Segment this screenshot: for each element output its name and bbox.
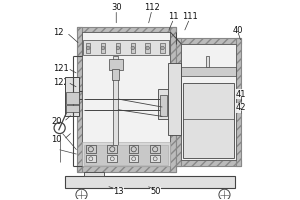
- Bar: [76, 27, 176, 32]
- Bar: [170, 27, 176, 171]
- Circle shape: [146, 46, 149, 50]
- Bar: [76, 27, 82, 171]
- Circle shape: [101, 46, 105, 50]
- Bar: [76, 166, 176, 171]
- Text: 30: 30: [111, 3, 122, 12]
- Bar: [129, 145, 139, 153]
- Bar: [150, 155, 160, 162]
- Bar: [160, 43, 165, 53]
- Bar: [236, 38, 242, 166]
- Circle shape: [116, 46, 120, 50]
- Bar: [176, 38, 242, 44]
- Text: 20: 20: [51, 117, 62, 126]
- Bar: [83, 40, 169, 55]
- Bar: [112, 69, 119, 80]
- Bar: [107, 145, 117, 153]
- Bar: [66, 92, 79, 104]
- Text: 122: 122: [53, 78, 68, 87]
- Bar: [82, 142, 170, 166]
- Bar: [101, 43, 105, 53]
- Bar: [168, 63, 181, 135]
- Text: 42: 42: [236, 103, 247, 112]
- Text: 41: 41: [236, 90, 247, 99]
- Text: 10: 10: [51, 135, 62, 144]
- Bar: [85, 171, 104, 176]
- Bar: [116, 43, 120, 53]
- Text: 121: 121: [53, 64, 68, 73]
- Bar: [176, 38, 182, 166]
- Bar: [86, 155, 96, 162]
- Circle shape: [161, 46, 164, 50]
- Bar: [66, 105, 79, 112]
- Bar: [158, 89, 169, 119]
- Bar: [107, 155, 117, 162]
- Bar: [64, 77, 80, 116]
- Bar: [182, 44, 236, 160]
- Bar: [146, 43, 150, 53]
- Bar: [64, 176, 236, 188]
- Text: 11: 11: [169, 12, 179, 21]
- Bar: [109, 59, 122, 70]
- Circle shape: [131, 46, 135, 50]
- Bar: [183, 83, 234, 158]
- Text: 12: 12: [53, 28, 64, 37]
- Text: 13: 13: [113, 187, 124, 196]
- Circle shape: [86, 46, 90, 50]
- Bar: [160, 95, 167, 116]
- Bar: [84, 145, 168, 165]
- Bar: [129, 155, 139, 162]
- Text: 112: 112: [144, 3, 160, 12]
- Bar: [182, 67, 236, 76]
- Bar: [206, 56, 209, 67]
- Bar: [86, 43, 90, 53]
- Bar: [86, 145, 96, 153]
- Bar: [176, 160, 242, 166]
- Text: 40: 40: [232, 26, 243, 35]
- Text: 50: 50: [151, 187, 161, 196]
- Text: 111: 111: [182, 12, 198, 21]
- Bar: [150, 145, 160, 153]
- Bar: [130, 43, 135, 53]
- Bar: [113, 56, 118, 146]
- Bar: [82, 32, 170, 166]
